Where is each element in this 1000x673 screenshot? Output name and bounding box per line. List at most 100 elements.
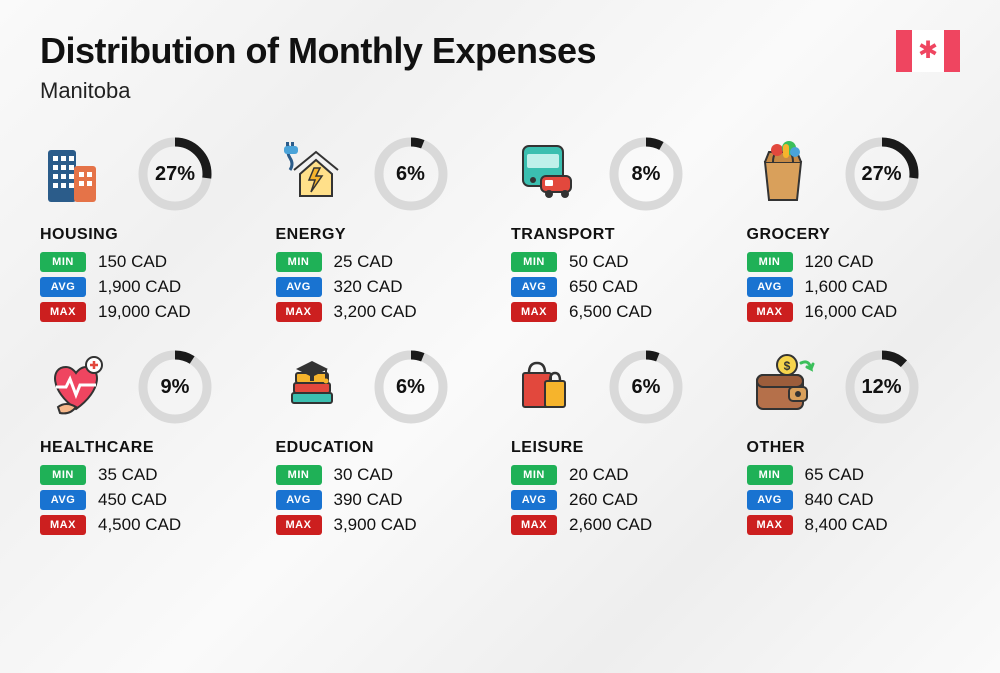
max-tag: MAX [276, 302, 322, 322]
page-title: Distribution of Monthly Expenses [40, 30, 596, 72]
stat-row-min: MIN 30 CAD [276, 465, 490, 485]
wallet-icon: $ [747, 351, 819, 423]
min-value: 35 CAD [98, 465, 158, 485]
stat-row-min: MIN 65 CAD [747, 465, 961, 485]
max-value: 19,000 CAD [98, 302, 191, 322]
min-tag: MIN [511, 465, 557, 485]
canada-flag-icon: ✱ [896, 30, 960, 72]
svg-text:$: $ [783, 359, 790, 373]
max-value: 2,600 CAD [569, 515, 652, 535]
percent-label: 8% [608, 136, 684, 212]
category-card: 27% HOUSING MIN 150 CAD AVG 1,900 CAD MA… [40, 134, 254, 327]
transport-icon [511, 138, 583, 210]
min-tag: MIN [276, 465, 322, 485]
avg-tag: AVG [40, 277, 86, 297]
avg-tag: AVG [747, 277, 793, 297]
min-value: 150 CAD [98, 252, 167, 272]
stat-row-max: MAX 3,200 CAD [276, 302, 490, 322]
percent-donut: 27% [137, 136, 213, 212]
max-tag: MAX [747, 515, 793, 535]
stat-row-avg: AVG 450 CAD [40, 490, 254, 510]
avg-value: 320 CAD [334, 277, 403, 297]
header: Distribution of Monthly Expenses Manitob… [40, 30, 960, 104]
stat-row-min: MIN 50 CAD [511, 252, 725, 272]
stat-row-max: MAX 16,000 CAD [747, 302, 961, 322]
avg-tag: AVG [276, 490, 322, 510]
percent-label: 27% [137, 136, 213, 212]
categories-grid: 27% HOUSING MIN 150 CAD AVG 1,900 CAD MA… [40, 134, 960, 540]
percent-label: 6% [373, 136, 449, 212]
category-name: LEISURE [511, 439, 725, 457]
min-value: 65 CAD [805, 465, 865, 485]
max-tag: MAX [511, 302, 557, 322]
healthcare-icon [40, 351, 112, 423]
stat-row-max: MAX 19,000 CAD [40, 302, 254, 322]
category-name: TRANSPORT [511, 226, 725, 244]
category-card: 6% ENERGY MIN 25 CAD AVG 320 CAD MAX 3,2… [276, 134, 490, 327]
avg-value: 650 CAD [569, 277, 638, 297]
stat-row-avg: AVG 1,900 CAD [40, 277, 254, 297]
percent-label: 6% [608, 349, 684, 425]
title-block: Distribution of Monthly Expenses Manitob… [40, 30, 596, 104]
category-name: GROCERY [747, 226, 961, 244]
min-value: 25 CAD [334, 252, 394, 272]
max-value: 16,000 CAD [805, 302, 898, 322]
stat-row-max: MAX 8,400 CAD [747, 515, 961, 535]
max-value: 8,400 CAD [805, 515, 888, 535]
min-value: 120 CAD [805, 252, 874, 272]
education-icon [276, 351, 348, 423]
avg-tag: AVG [747, 490, 793, 510]
max-tag: MAX [276, 515, 322, 535]
category-name: EDUCATION [276, 439, 490, 457]
category-name: HEALTHCARE [40, 439, 254, 457]
min-tag: MIN [40, 252, 86, 272]
stat-row-min: MIN 25 CAD [276, 252, 490, 272]
max-tag: MAX [511, 515, 557, 535]
max-value: 3,900 CAD [334, 515, 417, 535]
percent-donut: 12% [844, 349, 920, 425]
percent-donut: 6% [373, 349, 449, 425]
max-value: 6,500 CAD [569, 302, 652, 322]
category-card: 9% HEALTHCARE MIN 35 CAD AVG 450 CAD MAX… [40, 347, 254, 540]
category-card: 6% EDUCATION MIN 30 CAD AVG 390 CAD MAX … [276, 347, 490, 540]
max-tag: MAX [747, 302, 793, 322]
avg-tag: AVG [511, 490, 557, 510]
category-name: ENERGY [276, 226, 490, 244]
min-tag: MIN [511, 252, 557, 272]
buildings-icon [40, 138, 112, 210]
stat-row-min: MIN 20 CAD [511, 465, 725, 485]
category-name: OTHER [747, 439, 961, 457]
page-subtitle: Manitoba [40, 78, 596, 104]
category-card: 8% TRANSPORT MIN 50 CAD AVG 650 CAD MAX … [511, 134, 725, 327]
category-card: 6% LEISURE MIN 20 CAD AVG 260 CAD MAX 2,… [511, 347, 725, 540]
percent-label: 27% [844, 136, 920, 212]
avg-value: 1,900 CAD [98, 277, 181, 297]
category-card: 27% GROCERY MIN 120 CAD AVG 1,600 CAD MA… [747, 134, 961, 327]
stat-row-avg: AVG 320 CAD [276, 277, 490, 297]
stat-row-max: MAX 3,900 CAD [276, 515, 490, 535]
min-tag: MIN [40, 465, 86, 485]
stat-row-avg: AVG 1,600 CAD [747, 277, 961, 297]
stat-row-avg: AVG 390 CAD [276, 490, 490, 510]
stat-row-max: MAX 2,600 CAD [511, 515, 725, 535]
stat-row-avg: AVG 840 CAD [747, 490, 961, 510]
avg-tag: AVG [276, 277, 322, 297]
grocery-icon [747, 138, 819, 210]
avg-tag: AVG [511, 277, 557, 297]
percent-donut: 6% [608, 349, 684, 425]
percent-label: 12% [844, 349, 920, 425]
avg-value: 450 CAD [98, 490, 167, 510]
stat-row-avg: AVG 650 CAD [511, 277, 725, 297]
max-value: 4,500 CAD [98, 515, 181, 535]
stat-row-max: MAX 4,500 CAD [40, 515, 254, 535]
stat-row-max: MAX 6,500 CAD [511, 302, 725, 322]
avg-tag: AVG [40, 490, 86, 510]
max-tag: MAX [40, 515, 86, 535]
avg-value: 1,600 CAD [805, 277, 888, 297]
energy-icon [276, 138, 348, 210]
max-tag: MAX [40, 302, 86, 322]
percent-label: 9% [137, 349, 213, 425]
leisure-icon [511, 351, 583, 423]
avg-value: 260 CAD [569, 490, 638, 510]
avg-value: 840 CAD [805, 490, 874, 510]
